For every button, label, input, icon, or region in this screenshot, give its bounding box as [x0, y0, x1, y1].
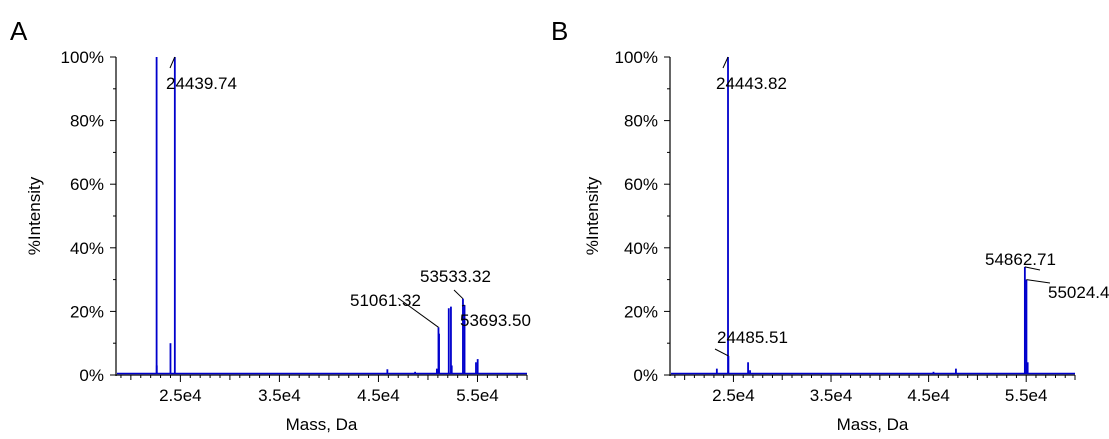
peak-label: 24485.51: [717, 328, 788, 347]
y-tick-label: 40%: [70, 239, 104, 258]
x-tick-label: 4.5e4: [357, 386, 400, 405]
y-tick-label: 0%: [633, 366, 658, 385]
y-tick-label: 100%: [61, 48, 104, 67]
peak-label-leader: [453, 289, 464, 300]
peak-label-leader: [714, 348, 729, 357]
chart-panel-a: A 0% 20% 40% 60% 80% 100% 2.5e4 3.5e4 4.5e4 5.5e4 M…: [10, 16, 531, 434]
chart-panel-b: B 0% 20% 40% 60% 80% 100% 2.5e4 3.5e4 4.5e4 5.5e4 M…: [551, 16, 1109, 434]
x-axis-title: Mass, Da: [837, 415, 909, 434]
x-tick-label: 3.5e4: [810, 386, 853, 405]
peak-label-leader: [1026, 279, 1051, 284]
x-tick-label: 4.5e4: [907, 386, 950, 405]
peak-label: 24443.82: [716, 74, 787, 93]
x-tick-label: 3.5e4: [258, 386, 301, 405]
y-axis-title: %Intensity: [583, 176, 602, 255]
y-tick-label: 20%: [70, 302, 104, 321]
peak-label-leader: [397, 297, 439, 328]
y-tick-label: 80%: [624, 112, 658, 131]
y-tick-label: 60%: [70, 175, 104, 194]
x-tick-label: 2.5e4: [159, 386, 202, 405]
peak-label: 54862.71: [985, 250, 1056, 269]
y-tick-label: 0%: [79, 366, 104, 385]
peak-label: 53533.32: [420, 267, 491, 286]
x-tick-label: 5.5e4: [1005, 386, 1048, 405]
peak-label-leader: [169, 56, 176, 69]
x-tick-label: 5.5e4: [456, 386, 499, 405]
y-tick-label: 100%: [615, 48, 658, 67]
peak-label-leader: [1024, 266, 1041, 271]
peak-label-leader: [722, 56, 729, 69]
peak-label-leader: [461, 304, 465, 307]
y-tick-label: 40%: [624, 239, 658, 258]
peak-label: 51061.32: [350, 291, 421, 310]
y-tick-label: 20%: [624, 302, 658, 321]
y-tick-label: 60%: [624, 175, 658, 194]
panel-letter: A: [10, 16, 28, 46]
peak-label: 55024.41: [1048, 283, 1109, 302]
peak-label: 53693.50: [460, 311, 531, 330]
panel-letter: B: [551, 16, 568, 46]
peak-label: 24439.74: [166, 74, 237, 93]
x-axis-title: Mass, Da: [286, 415, 358, 434]
y-axis-title: %Intensity: [25, 176, 44, 255]
x-tick-label: 2.5e4: [712, 386, 755, 405]
y-tick-label: 80%: [70, 112, 104, 131]
